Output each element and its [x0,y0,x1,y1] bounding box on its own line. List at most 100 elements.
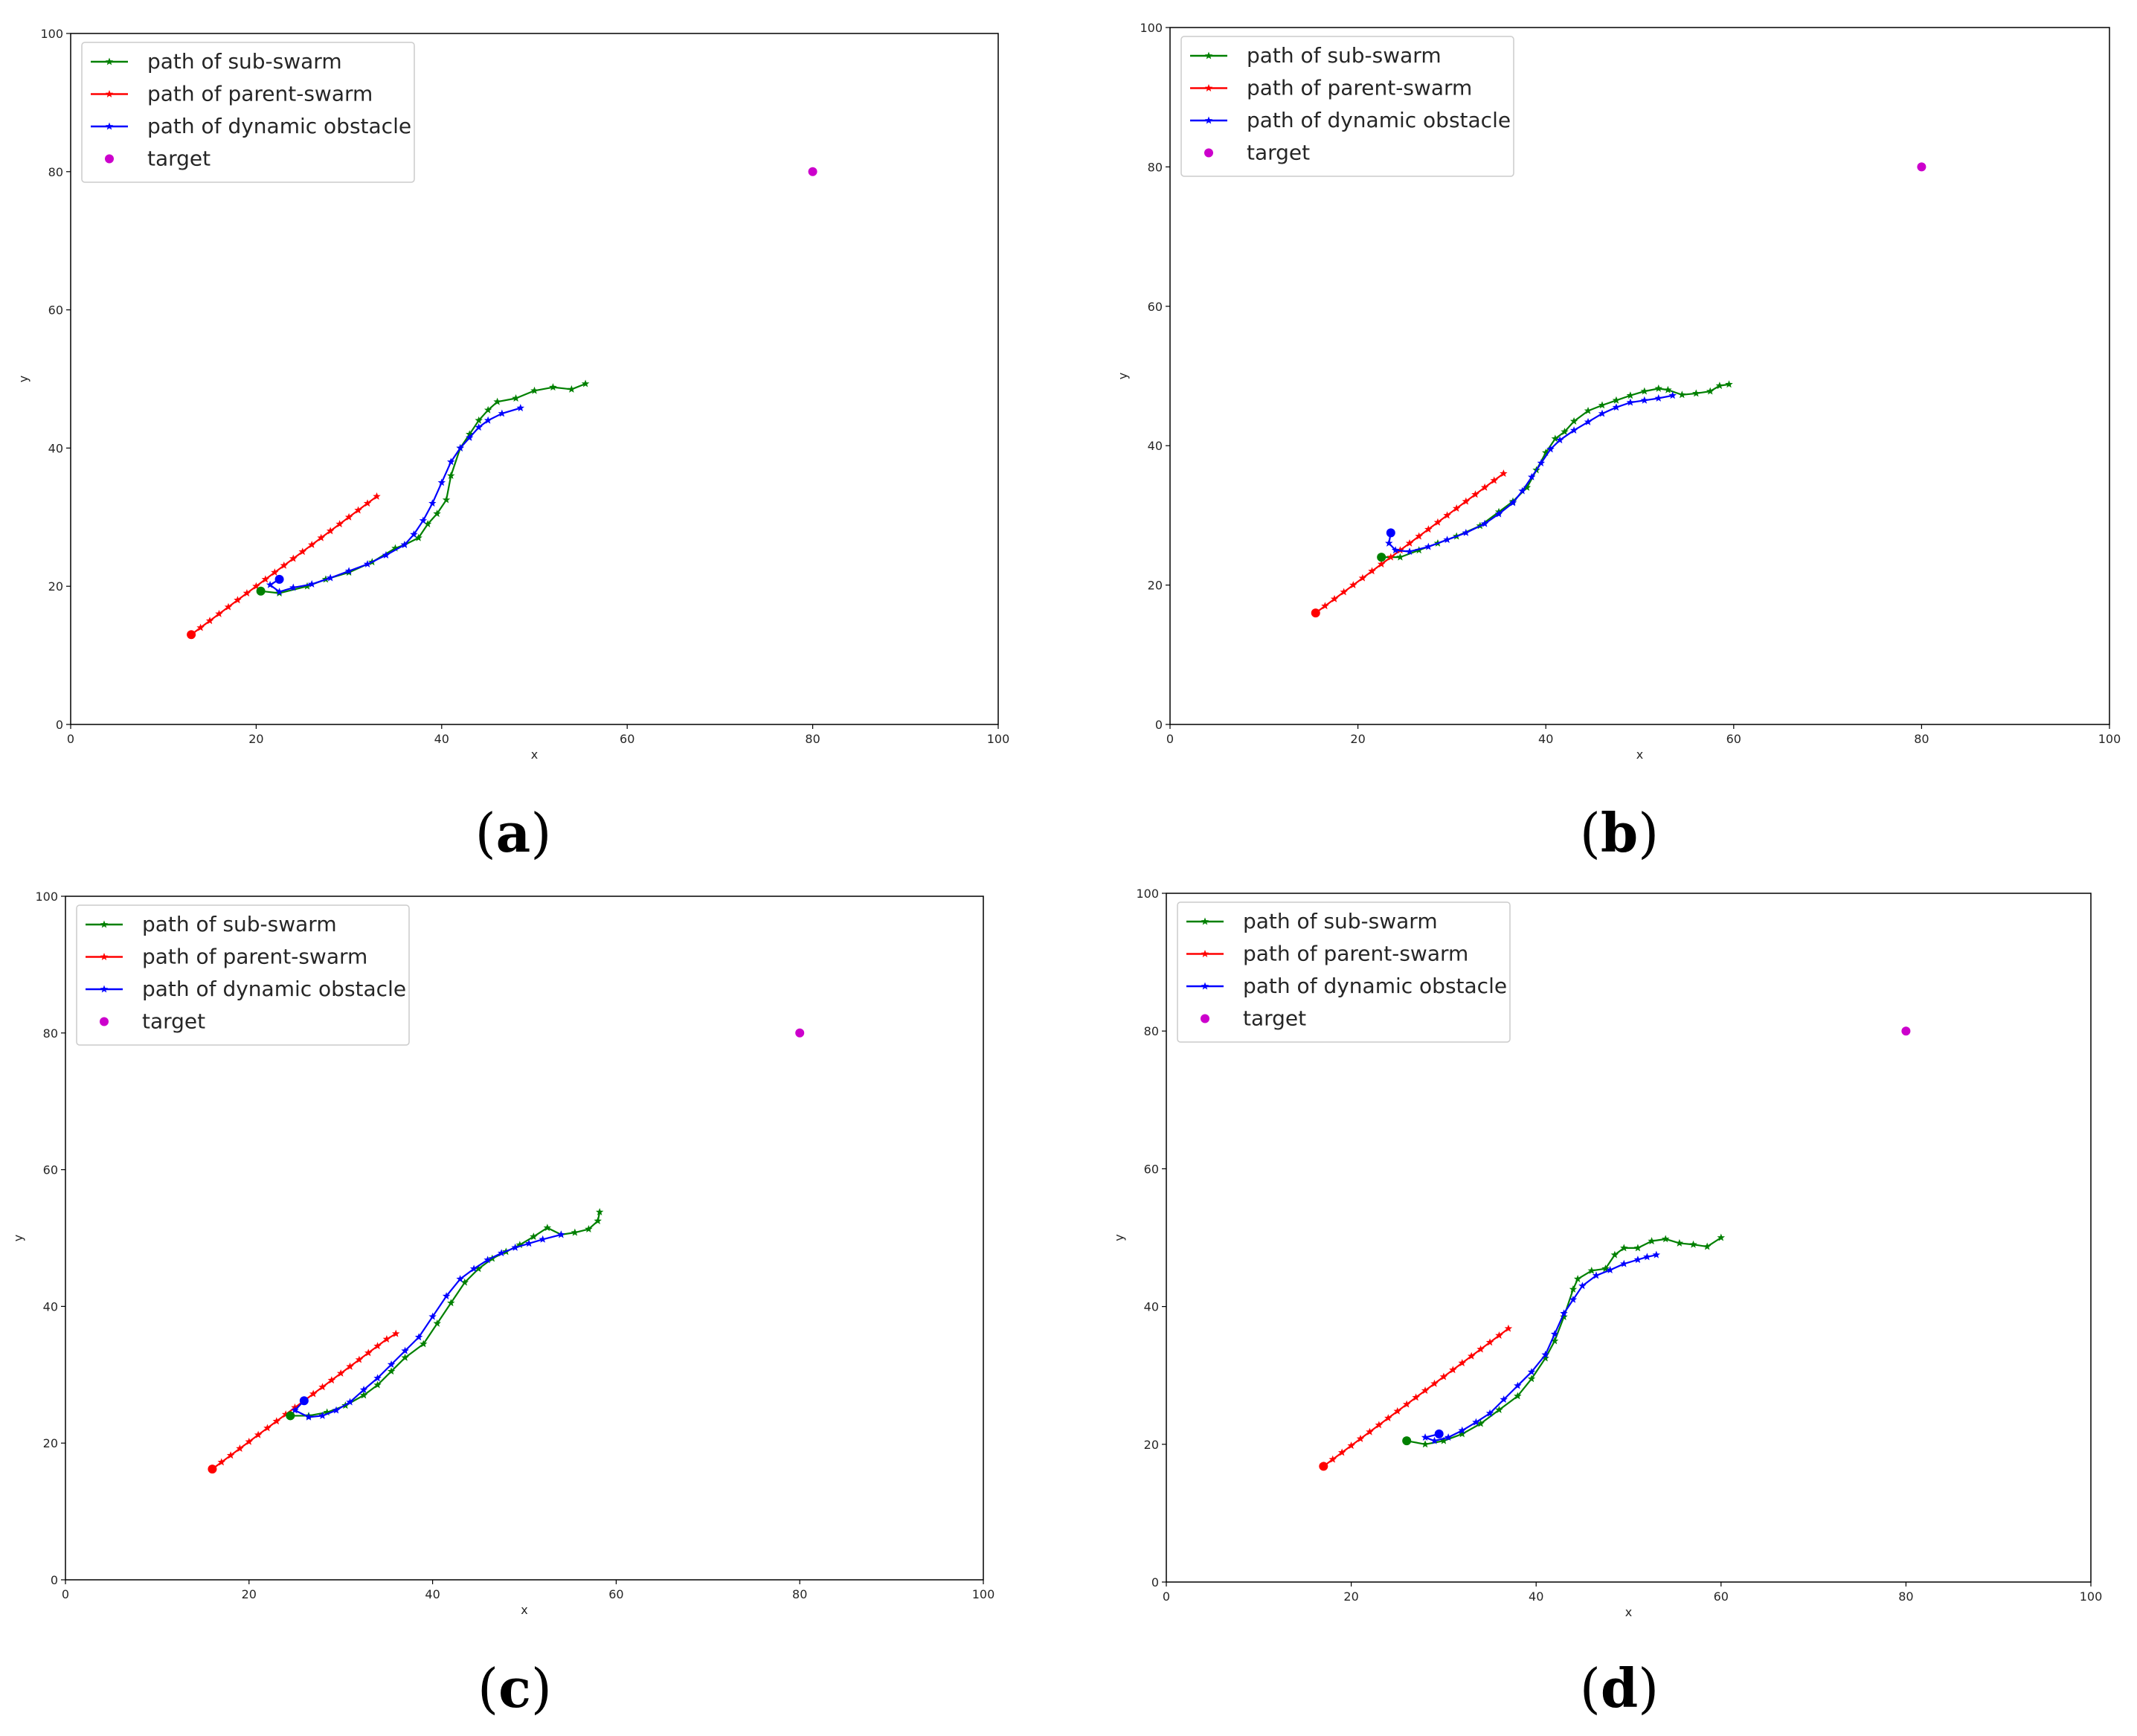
data-point [1560,1309,1568,1317]
data-point [1405,547,1414,556]
data-point [1675,1238,1684,1247]
start-point-marker [1377,553,1386,562]
data-point [281,1410,290,1418]
data-point [1356,1434,1365,1442]
data-point [1626,398,1635,406]
legend-label-target: target [1243,1006,1306,1031]
data-point [1527,1375,1536,1383]
data-point [1385,539,1393,547]
legend-label: path of parent-swarm [1247,76,1472,100]
data-point [1415,532,1423,540]
y-tick-label: 20 [1148,579,1163,593]
data-point [1569,1295,1578,1303]
data-point [1640,387,1649,395]
data-point [414,1333,423,1341]
data-point [595,1208,604,1216]
data-point [1462,528,1471,536]
data-point [530,1232,538,1241]
data-point [387,1360,396,1368]
data-point [291,1406,299,1414]
data-point [254,1430,263,1438]
data-point [354,506,362,514]
legend: path of sub-swarm path of parent-swarm pat… [81,42,415,183]
x-tick-label: 60 [1726,732,1741,746]
data-point [382,1335,391,1343]
data-point [1541,1350,1549,1358]
y-tick-label: 100 [1140,21,1163,35]
panel-label: (b) [1580,801,1659,864]
data-point [1375,1421,1384,1429]
data-point [1633,1256,1642,1264]
data-point [1664,385,1672,393]
legend-marker [100,920,109,928]
data-point [483,416,492,424]
data-point [1648,1237,1656,1245]
x-tick-label: 0 [1163,1589,1170,1604]
data-point [373,1374,382,1382]
data-point [217,1458,226,1466]
data-point [1449,1366,1457,1374]
data-point [205,617,214,625]
data-point [387,1367,396,1375]
data-point [359,1391,368,1399]
data-point [1643,1253,1651,1261]
data-point [530,386,539,394]
data-point [1527,1368,1536,1376]
data-point [1514,1381,1522,1389]
data-point [1480,483,1489,491]
y-tick-label: 80 [1148,160,1163,174]
x-tick-label: 60 [620,732,634,746]
data-point [1620,1259,1628,1267]
chart-panel-d: 0 20 40 60 80 100 0 20 40 60 80 100 x y path of sub-sw… [1112,887,2102,1720]
data-point [1587,1266,1596,1274]
data-point [539,1235,547,1243]
data-point [382,550,391,559]
data-point [1561,427,1569,435]
data-point [1569,426,1578,434]
data-point [335,520,344,528]
data-point [252,582,260,590]
data-point [1661,1235,1670,1243]
x-tick-label: 20 [1343,1589,1358,1604]
y-tick-label: 60 [1148,300,1163,314]
data-point [437,478,446,486]
data-point [1569,417,1578,425]
y-tick-label: 0 [51,1573,58,1587]
data-point [1500,469,1508,478]
data-point [428,499,437,507]
data-point [1584,417,1593,425]
data-point [456,1275,464,1283]
y-axis-label: y [1112,1234,1126,1241]
data-point [1725,380,1733,388]
legend-target-marker [105,154,114,164]
data-point [226,1451,235,1459]
data-point [483,1256,492,1264]
y-tick-label: 80 [43,1026,58,1041]
legend-label: path of dynamic obstacle [1243,974,1507,998]
data-point [1458,1359,1466,1366]
data-point [344,567,353,575]
data-point [1472,1418,1480,1426]
data-point [475,416,483,424]
legend: path of sub-swarm path of parent-swarm pat… [1177,901,1511,1043]
data-point [1467,1351,1476,1360]
data-point [498,409,507,417]
data-point [557,1230,565,1238]
data-point [344,512,353,521]
data-point [447,457,455,466]
data-point [245,1437,254,1445]
data-point [1476,1419,1485,1427]
data-point [1598,409,1607,417]
series-path-of-dynamic-obstacle [266,404,525,596]
data-point [1433,518,1442,526]
data-point [1421,1433,1430,1441]
data-point [1368,567,1376,575]
y-tick-label: 20 [1144,1438,1159,1452]
data-point [419,516,428,524]
data-point [272,1417,281,1425]
data-point [332,1406,341,1414]
data-point [1541,449,1550,457]
data-point [447,472,455,480]
legend: path of sub-swarm path of parent-swarm pat… [1180,36,1514,177]
